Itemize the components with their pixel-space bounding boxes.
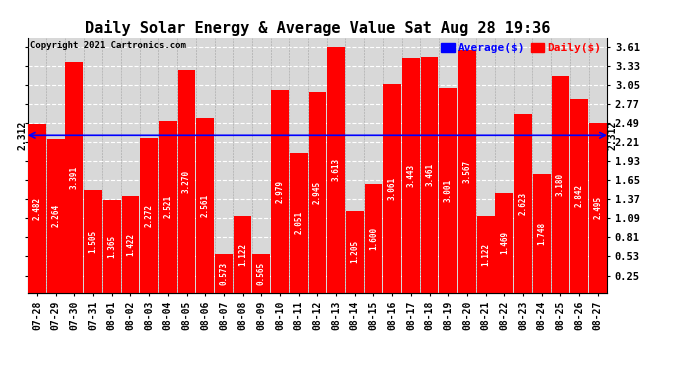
Bar <box>570 99 588 292</box>
Text: Copyright 2021 Cartronics.com: Copyright 2021 Cartronics.com <box>30 41 186 50</box>
Bar <box>271 90 289 292</box>
Bar <box>28 124 46 292</box>
Bar <box>477 216 495 292</box>
Text: 2.842: 2.842 <box>575 184 584 207</box>
Text: 3.061: 3.061 <box>388 177 397 200</box>
Text: 3.270: 3.270 <box>182 170 191 193</box>
Text: 3.001: 3.001 <box>444 179 453 202</box>
Bar <box>47 138 65 292</box>
Bar <box>121 196 139 292</box>
Text: 1.748: 1.748 <box>538 222 546 245</box>
Text: 2.623: 2.623 <box>519 192 528 215</box>
Text: 2.312: 2.312 <box>607 121 617 150</box>
Bar <box>551 76 569 292</box>
Text: 1.122: 1.122 <box>481 243 490 266</box>
Text: 3.461: 3.461 <box>425 163 434 186</box>
Text: 1.505: 1.505 <box>88 230 97 253</box>
Bar <box>253 254 270 292</box>
Bar <box>159 121 177 292</box>
Bar <box>84 190 102 292</box>
Text: 1.122: 1.122 <box>238 243 247 266</box>
Text: 3.391: 3.391 <box>70 166 79 189</box>
Text: 2.979: 2.979 <box>275 180 284 203</box>
Text: 0.573: 0.573 <box>219 261 228 285</box>
Text: 3.443: 3.443 <box>406 164 415 187</box>
Bar <box>215 254 233 292</box>
Text: 0.565: 0.565 <box>257 262 266 285</box>
Bar <box>421 57 438 292</box>
Bar <box>346 210 364 292</box>
Bar <box>495 193 513 292</box>
Text: 2.561: 2.561 <box>201 194 210 217</box>
Legend: Average($), Daily($): Average($), Daily($) <box>442 43 602 53</box>
Bar <box>177 70 195 292</box>
Text: 2.482: 2.482 <box>32 196 41 220</box>
Text: 2.495: 2.495 <box>593 196 602 219</box>
Bar <box>514 114 532 292</box>
Bar <box>533 174 551 292</box>
Text: 1.205: 1.205 <box>351 240 359 263</box>
Bar <box>140 138 158 292</box>
Text: 3.180: 3.180 <box>556 173 565 196</box>
Text: 2.521: 2.521 <box>164 195 172 218</box>
Text: 3.613: 3.613 <box>332 158 341 181</box>
Bar <box>384 84 401 292</box>
Text: 2.945: 2.945 <box>313 181 322 204</box>
Bar <box>234 216 251 292</box>
Bar <box>402 58 420 292</box>
Text: 1.469: 1.469 <box>500 231 509 254</box>
Text: 2.051: 2.051 <box>294 211 303 234</box>
Bar <box>589 123 607 292</box>
Bar <box>197 118 214 292</box>
Bar <box>290 153 308 292</box>
Text: 2.272: 2.272 <box>145 204 154 227</box>
Text: 1.365: 1.365 <box>107 234 116 258</box>
Title: Daily Solar Energy & Average Value Sat Aug 28 19:36: Daily Solar Energy & Average Value Sat A… <box>85 20 550 36</box>
Bar <box>458 50 476 292</box>
Bar <box>103 200 121 292</box>
Bar <box>364 184 382 292</box>
Text: 3.567: 3.567 <box>462 160 471 183</box>
Bar <box>440 88 457 292</box>
Bar <box>327 47 345 292</box>
Text: 2.264: 2.264 <box>51 204 60 227</box>
Text: 2.312: 2.312 <box>18 121 28 150</box>
Text: 1.422: 1.422 <box>126 232 135 256</box>
Bar <box>308 92 326 292</box>
Text: 1.600: 1.600 <box>369 226 378 250</box>
Bar <box>66 62 83 292</box>
